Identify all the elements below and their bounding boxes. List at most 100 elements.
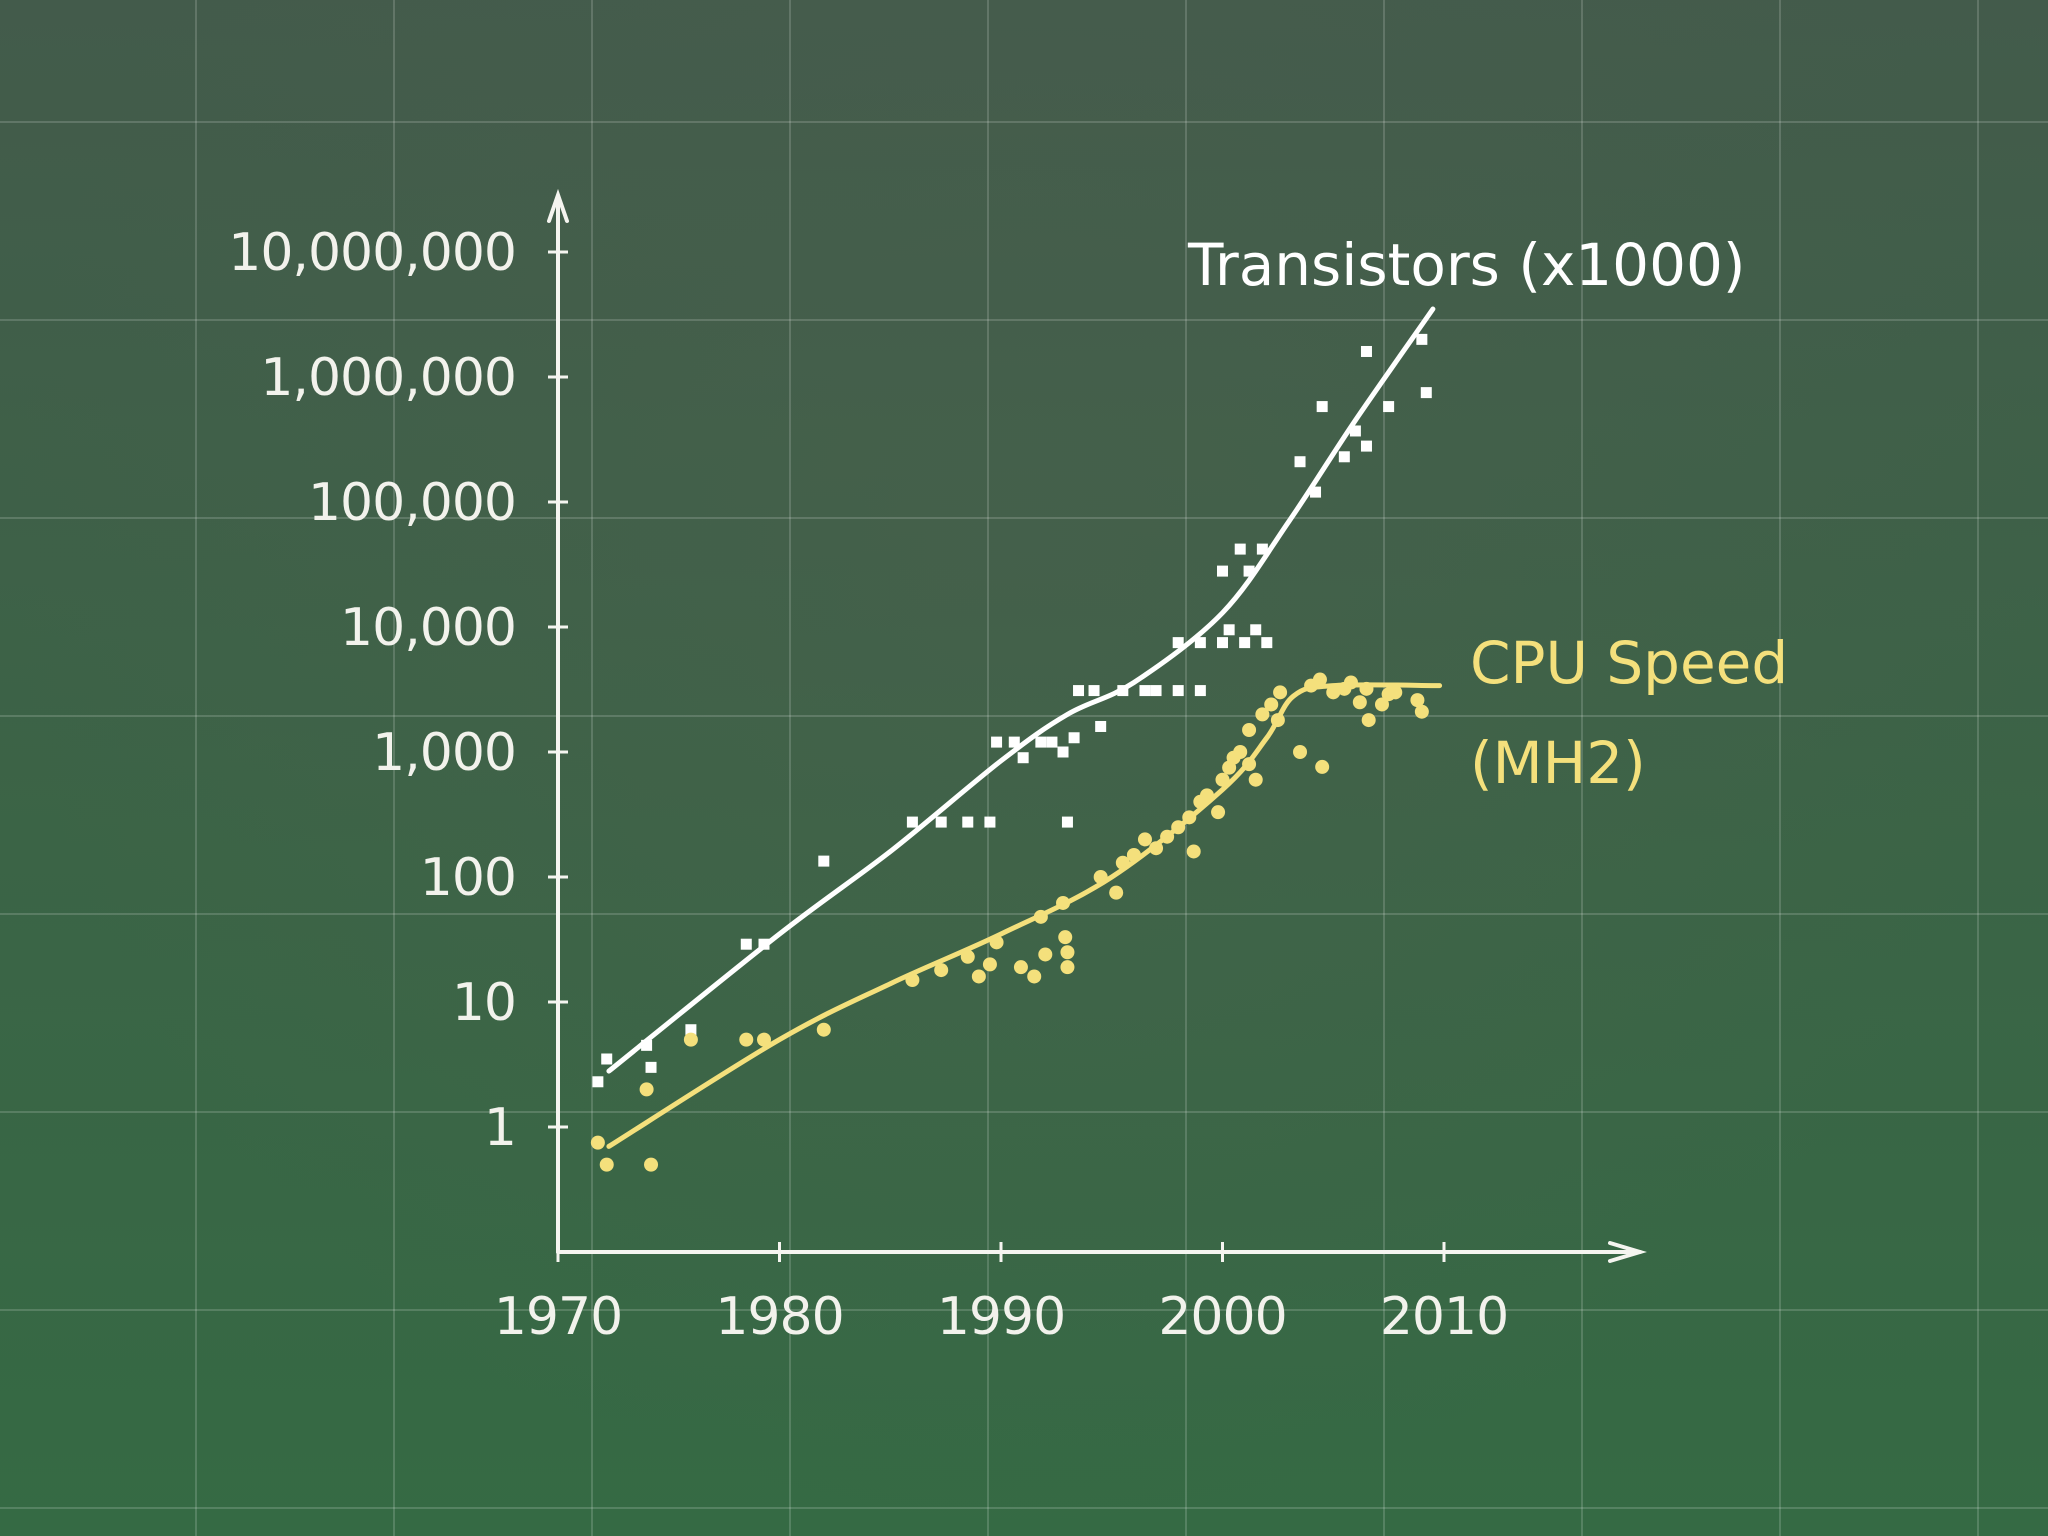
transistor-data-point [1349,425,1361,437]
transistor-data-point [740,938,752,950]
x-tick-label: 1970 [494,1287,622,1347]
cpu-speed-data-point [1038,947,1053,962]
cpu-speed-data-point [739,1032,754,1047]
transistor-data-point [1250,624,1262,636]
transistor-data-point [1008,736,1020,748]
transistor-data-point [1338,451,1350,463]
transistor-data-point [1172,637,1184,649]
cpu-speed-data-point [1115,855,1130,870]
cpu-speed-data-point [1199,788,1214,803]
transistor-data-point [1150,685,1162,697]
transistor-data-point [991,736,1003,748]
cpu-speed-data-point [1060,960,1075,975]
transistor-data-point [1172,685,1184,697]
x-axis-arrowhead [1608,1241,1647,1263]
cpu-speed-data-point [1093,870,1108,884]
y-tick-label: 100,000 [308,473,516,533]
cpu-speed-data-point [1326,685,1341,700]
cpu-speed-unit-label: (MH2) [1470,729,1646,797]
axis-ticks: 1 10 100 1,000 10,000 100,000 1,000,000 10,000,… [228,223,1509,1347]
cpu-speed-data-point [1211,805,1226,820]
transistor-data-point [1316,401,1328,413]
cpu-speed-data-point [982,957,997,972]
transistor-data-point [1035,736,1047,748]
cpu-speed-data-point [1242,757,1257,772]
cpu-speed-data-point [1126,847,1141,862]
cpu-speed-data-point [1273,685,1288,700]
transistor-data-point [1243,565,1255,577]
transistor-data-point [1057,746,1069,758]
transistor-data-point [1256,543,1268,555]
x-tick-label: 2000 [1158,1287,1286,1347]
cpu-speed-data-point [1414,704,1429,719]
cpu-speed-data-point [1109,885,1124,900]
transistor-data-point [1360,345,1372,357]
series-layer [590,306,1443,1172]
chart-axes [547,188,1647,1263]
y-tick-label: 10 [452,973,516,1033]
transistor-data-point [1223,624,1235,636]
transistor-data-point [1194,637,1206,649]
y-tick-label: 10,000,000 [228,223,516,283]
transistors-label: Transistors (x1000) [1187,231,1746,299]
transistor-data-point [1088,685,1100,697]
cpu-speed-data-point [644,1157,659,1172]
cpu-speed-data-point [1248,772,1263,787]
cpu-speed-data-point [1215,772,1230,787]
cpu-speed-data-point [683,1032,698,1047]
cpu-speed-data-point [1312,672,1327,687]
cpu-speed-label: CPU Speed [1470,629,1788,697]
cpu-speed-data-point [1233,745,1248,759]
transistor-data-point [935,816,947,828]
x-tick-label: 2010 [1380,1287,1508,1347]
cpu-speed-data-point [1182,810,1197,825]
transistor-data-point [1217,565,1228,577]
y-tick-label: 1 [484,1098,516,1158]
transistor-data-point [1310,486,1322,498]
transistor-data-point [1017,752,1029,764]
cpu-speed-data-point [1027,969,1042,984]
y-tick-label: 1,000 [372,723,516,783]
transistors-series [592,306,1436,1088]
cpu-speed-data-point [1374,697,1389,712]
transistor-data-point [1139,685,1151,697]
cpu-speed-data-point [816,1022,831,1037]
transistor-data-point [641,1039,653,1051]
cpu-speed-data-point [989,935,1004,950]
transistor-data-point [818,855,830,867]
transistor-data-point [1095,720,1107,732]
cpu-speed-data-point [1388,685,1403,700]
cpu-speed-data-point [1149,841,1164,856]
cpu-speed-data-point [590,1135,605,1150]
cpu-speed-data-point [1410,693,1425,708]
cpu-speed-data-point [1186,844,1201,859]
transistor-data-point [1046,736,1058,748]
series-labels: Transistors (x1000) CPU Speed (MH2) [1187,231,1788,797]
x-tick-label: 1990 [937,1287,1065,1347]
transistor-data-point [962,816,974,828]
transistor-data-point [1234,543,1246,555]
cpu-speed-data-point [1160,829,1175,844]
cpu-speed-data-point [1359,681,1374,696]
cpu-speed-data-point [1293,745,1308,759]
transistors-trend-line [606,306,1436,1074]
cpu-speed-data-point [934,963,949,978]
cpu-speed-data-point [756,1032,771,1047]
transistor-data-point [758,938,770,950]
y-axis-arrowhead [547,188,569,223]
transistor-data-point [1416,333,1428,345]
cpu-speed-data-point [1137,832,1152,847]
transistor-data-point [1261,637,1273,649]
transistor-data-point [984,816,996,828]
transistor-data-point [1360,440,1372,452]
cpu-speed-data-point [1361,713,1376,728]
transistor-data-point [1420,387,1432,399]
transistor-data-point [906,816,918,828]
cpu-speed-data-point [1033,909,1048,924]
transistor-data-point [645,1061,657,1073]
cpu-speed-data-point [599,1157,614,1172]
cpu-speed-data-point [1255,707,1270,722]
